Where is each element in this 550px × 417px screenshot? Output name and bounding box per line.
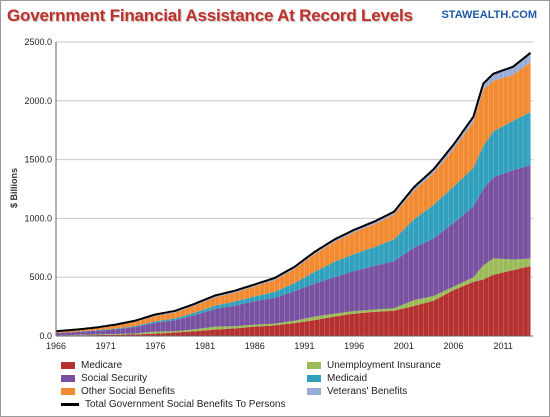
legend-swatch-unemployment <box>307 361 321 369</box>
chart-title: Government Financial Assistance At Recor… <box>7 6 413 25</box>
legend-label: Other Social Benefits <box>81 385 175 397</box>
y-tick-label: 1500.0 <box>24 155 52 165</box>
x-tick-label: 1996 <box>344 341 364 351</box>
x-tick-label: 2011 <box>494 341 513 351</box>
legend-swatch-other <box>61 387 75 395</box>
legend-swatch-social-security <box>61 374 75 382</box>
y-tick-label: 2500.0 <box>24 37 52 47</box>
x-tick-label: 1966 <box>46 341 66 351</box>
x-tick-label: 1976 <box>145 341 165 351</box>
legend-item-social-security: Social Security <box>61 372 147 384</box>
legend-swatch-total <box>61 402 79 406</box>
area-unemployment-insurance <box>56 258 531 336</box>
legend-label: Medicare <box>81 359 123 371</box>
legend-label: Unemployment Insurance <box>327 359 441 371</box>
legend-label: Total Government Social Benefits To Pers… <box>85 398 286 410</box>
watermark: STAWEALTH.COM <box>441 9 537 21</box>
x-tick-label: 1971 <box>96 341 116 351</box>
legend-label: Medicaid <box>327 372 368 384</box>
legend-item-veterans-benefits: Veterans' Benefits <box>307 385 407 397</box>
y-tick-label: 0.0 <box>39 331 52 341</box>
x-tick-label: 1991 <box>294 341 314 351</box>
legend-item-medicaid: Medicaid <box>307 372 367 384</box>
area-social-security <box>56 165 531 336</box>
legend-item-unemployment: Unemployment Insurance <box>307 359 441 371</box>
legend-label: Social Security <box>81 372 148 384</box>
y-tick-label: 1000.0 <box>24 213 52 223</box>
x-tick-label: 2001 <box>394 341 414 351</box>
legend-item-medicare: Medicare <box>61 359 122 371</box>
x-tick-label: 1981 <box>195 341 215 351</box>
x-tick-label: 1986 <box>245 341 265 351</box>
legend-swatch-veterans <box>307 387 321 395</box>
total-benefits-line <box>55 52 532 333</box>
legend-swatch-medicare <box>61 361 75 369</box>
y-tick-label: 2000.0 <box>24 96 52 106</box>
y-tick-label: 500.0 <box>29 272 52 282</box>
area-medicare <box>56 266 531 336</box>
legend-swatch-medicaid <box>307 374 321 382</box>
x-tick-label: 2006 <box>443 341 463 351</box>
plot-area: 0.0 500.0 1000.0 1500.0 2000.0 2500.0 1966 1971… <box>24 37 533 351</box>
legend-label: Veterans' Benefits <box>327 385 408 397</box>
legend-item-total: Total Government Social Benefits To Pers… <box>61 398 285 410</box>
area-medicaid <box>56 112 531 334</box>
legend-item-other-social-benefits: Other Social Benefits <box>61 385 175 397</box>
area-other-social-benefits <box>56 62 531 333</box>
legend: Medicare Unemployment Insurance Social S… <box>61 359 531 415</box>
